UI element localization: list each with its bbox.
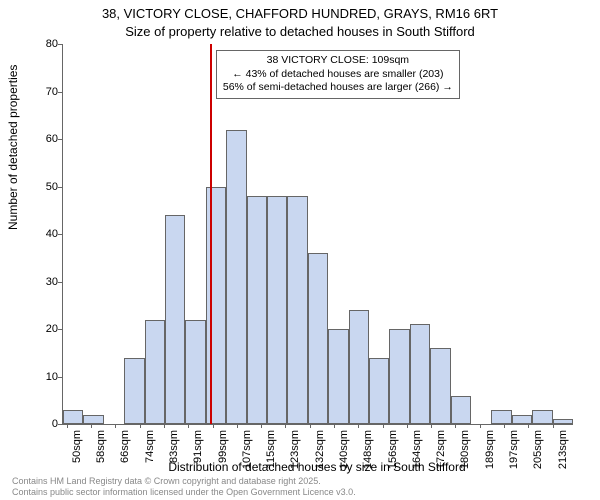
histogram-bar — [369, 358, 389, 425]
histogram-bar — [328, 329, 348, 424]
y-tick-label: 70 — [46, 86, 58, 98]
footer-line2: Contains public sector information licen… — [12, 487, 356, 498]
y-axis-label: Number of detached properties — [6, 65, 20, 230]
histogram-bar — [349, 310, 369, 424]
reference-line — [210, 44, 212, 424]
y-tick-label: 20 — [46, 323, 58, 335]
histogram-bar — [247, 196, 267, 424]
x-tick-mark — [553, 424, 554, 428]
x-tick-mark — [504, 424, 505, 428]
x-tick-mark — [213, 424, 214, 428]
x-tick-mark — [455, 424, 456, 428]
x-tick-mark — [91, 424, 92, 428]
x-tick-mark — [140, 424, 141, 428]
y-tick-mark — [58, 234, 62, 235]
x-tick-mark — [407, 424, 408, 428]
annotation-line1: 38 VICTORY CLOSE: 109sqm — [223, 54, 453, 68]
histogram-bar — [287, 196, 307, 424]
chart-container: 38, VICTORY CLOSE, CHAFFORD HUNDRED, GRA… — [0, 0, 600, 500]
x-tick-mark — [358, 424, 359, 428]
histogram-bar — [124, 358, 144, 425]
annotation-box: 38 VICTORY CLOSE: 109sqm← 43% of detache… — [216, 50, 460, 99]
x-axis-label: Distribution of detached houses by size … — [62, 460, 572, 474]
y-tick-label: 60 — [46, 133, 58, 145]
histogram-bar — [267, 196, 287, 424]
x-tick-mark — [237, 424, 238, 428]
x-tick-mark — [188, 424, 189, 428]
y-tick-mark — [58, 424, 62, 425]
x-tick-mark — [67, 424, 68, 428]
footer-line1: Contains HM Land Registry data © Crown c… — [12, 476, 356, 487]
histogram-bar — [451, 396, 471, 425]
histogram-bar — [308, 253, 328, 424]
x-tick-mark — [528, 424, 529, 428]
histogram-bar — [389, 329, 409, 424]
x-tick-mark — [480, 424, 481, 428]
histogram-bar — [553, 419, 573, 424]
y-tick-label: 30 — [46, 276, 58, 288]
y-tick-mark — [58, 282, 62, 283]
annotation-line3: 56% of semi-detached houses are larger (… — [223, 81, 453, 95]
chart-title-main: 38, VICTORY CLOSE, CHAFFORD HUNDRED, GRA… — [0, 6, 600, 21]
y-tick-mark — [58, 187, 62, 188]
histogram-bar — [63, 410, 83, 424]
y-tick-mark — [58, 139, 62, 140]
y-tick-label: 40 — [46, 228, 58, 240]
x-tick-mark — [285, 424, 286, 428]
x-tick-mark — [310, 424, 311, 428]
y-tick-label: 10 — [46, 371, 58, 383]
histogram-bar — [185, 320, 205, 425]
histogram-bar — [532, 410, 552, 424]
x-tick-mark — [334, 424, 335, 428]
y-tick-mark — [58, 329, 62, 330]
y-tick-mark — [58, 377, 62, 378]
histogram-bar — [512, 415, 532, 425]
annotation-line2: ← 43% of detached houses are smaller (20… — [223, 68, 453, 82]
histogram-bar — [165, 215, 185, 424]
chart-title-sub: Size of property relative to detached ho… — [0, 24, 600, 39]
x-tick-mark — [431, 424, 432, 428]
x-tick-mark — [383, 424, 384, 428]
x-tick-mark — [115, 424, 116, 428]
footer-attribution: Contains HM Land Registry data © Crown c… — [12, 476, 356, 498]
histogram-bar — [206, 187, 226, 425]
histogram-bar — [430, 348, 450, 424]
y-tick-mark — [58, 44, 62, 45]
histogram-bar — [83, 415, 103, 425]
x-tick-mark — [261, 424, 262, 428]
histogram-bar — [226, 130, 246, 425]
plot-area: 38 VICTORY CLOSE: 109sqm← 43% of detache… — [62, 44, 573, 425]
histogram-bar — [145, 320, 165, 425]
histogram-bar — [410, 324, 430, 424]
y-tick-label: 50 — [46, 181, 58, 193]
histogram-bar — [491, 410, 511, 424]
x-tick-mark — [164, 424, 165, 428]
y-tick-label: 80 — [46, 38, 58, 50]
y-tick-mark — [58, 92, 62, 93]
